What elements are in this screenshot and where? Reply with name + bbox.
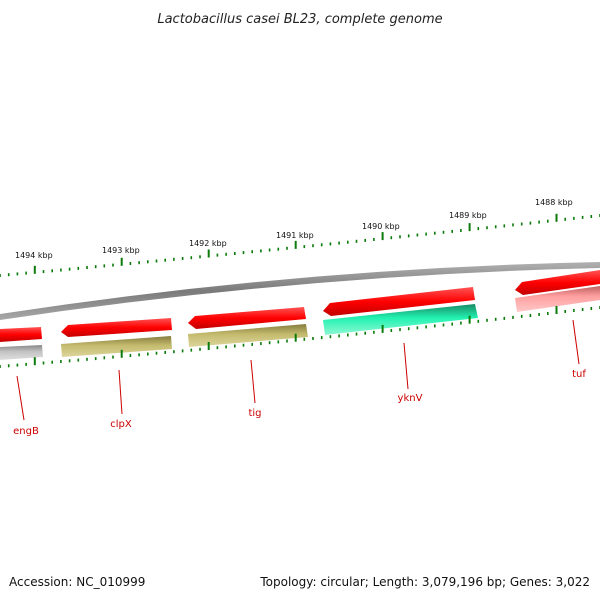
scale-label-1489: 1489 kbp [449, 211, 487, 220]
gene-callout-lines [16, 319, 580, 421]
inner-feature-engB [0, 345, 43, 360]
callout-line-tig [250, 359, 256, 404]
scale-label-1494: 1494 kbp [15, 251, 53, 260]
callout-line-yknV [403, 342, 409, 390]
gene-label-clpX: clpX [110, 419, 132, 430]
outer-feature-clpX [61, 318, 172, 337]
scale-label-1490: 1490 kbp [362, 222, 400, 231]
callout-line-engB [16, 375, 25, 421]
inner-feature-tig [188, 324, 308, 347]
accession-text: Accession: NC_010999 [9, 575, 145, 589]
scale-label-1492: 1492 kbp [189, 239, 227, 248]
callout-line-clpX [118, 369, 123, 415]
genome-summary-text: Topology: circular; Length: 3,079,196 bp… [259, 575, 590, 589]
scale-label-1491: 1491 kbp [276, 231, 314, 240]
gene-label-tuf: tuf [572, 369, 586, 380]
inner-feature-clpX [61, 336, 172, 357]
gene-label-yknV: yknV [398, 393, 423, 404]
scale-label-1493: 1493 kbp [102, 246, 140, 255]
outer-feature-tuf [515, 270, 600, 295]
gene-label-engB: engB [13, 426, 39, 437]
scale-labels: 1494 kbp 1493 kbp 1492 kbp 1491 kbp 1490… [15, 198, 573, 260]
outer-feature-tig [188, 307, 306, 329]
map-title: Lactobacillus casei BL23, complete genom… [157, 12, 442, 27]
callout-line-tuf [572, 319, 580, 365]
outer-feature-engB [0, 327, 42, 342]
inner-feature-yknV [323, 304, 478, 335]
scale-label-1488: 1488 kbp [535, 198, 573, 207]
gene-label-tig: tig [248, 408, 261, 419]
gene-labels: engB clpX tig yknV tuf [13, 369, 586, 437]
inner-feature-tuf [515, 286, 600, 312]
outer-tick-ring [0, 213, 600, 277]
inner-feature-row [0, 286, 600, 360]
outer-feature-yknV [323, 287, 475, 316]
genome-backbone [0, 262, 600, 320]
inner-tick-ring [0, 306, 600, 368]
outer-feature-row [0, 270, 600, 342]
